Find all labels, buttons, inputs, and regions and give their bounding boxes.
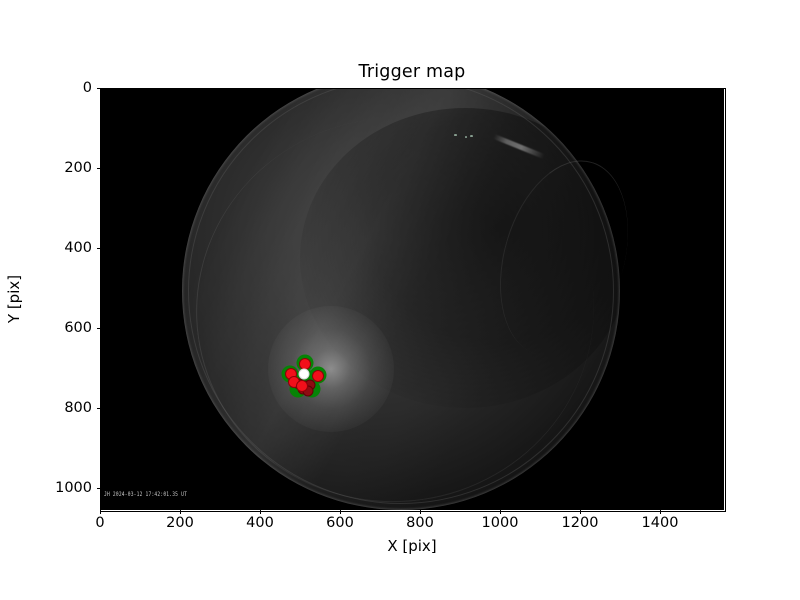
tick-y <box>96 408 100 409</box>
plot-image-area[interactable]: JH 2024-03-12 17:42:01.35 UT <box>100 88 724 510</box>
tick-x <box>580 510 581 514</box>
tick-label-y: 0 <box>82 80 92 96</box>
tick-label-y: 200 <box>64 160 92 176</box>
tick-label-y: 800 <box>64 400 92 416</box>
tick-y <box>96 168 100 169</box>
hot-pixel <box>470 135 473 137</box>
tick-y <box>96 488 100 489</box>
tick-label-x: 600 <box>326 515 354 531</box>
hot-pixel <box>454 134 457 136</box>
tick-label-x: 400 <box>246 515 274 531</box>
tick-x <box>340 510 341 514</box>
tick-label-y: 600 <box>64 320 92 336</box>
tick-label-y: 400 <box>64 240 92 256</box>
marker-trigger-bright <box>296 380 308 392</box>
dome-inner-arc <box>171 92 619 510</box>
dome-lens-shadow <box>300 108 630 408</box>
tick-y <box>96 88 100 89</box>
dome-brightness-sweep <box>182 88 620 510</box>
camera-dome <box>182 88 620 510</box>
dome-edge-arc <box>478 145 650 371</box>
tick-label-x: 1000 <box>481 515 519 531</box>
tick-x <box>660 510 661 514</box>
tick-y <box>96 328 100 329</box>
dome-rim <box>182 88 620 510</box>
dome-rim-inner <box>188 88 614 504</box>
x-axis-label: X [pix] <box>387 537 437 555</box>
tick-x <box>100 510 101 514</box>
hot-pixel <box>465 136 467 138</box>
tick-x <box>420 510 421 514</box>
tick-label-y: 1000 <box>55 480 92 496</box>
tick-label-x: 0 <box>95 515 105 531</box>
tick-x <box>260 510 261 514</box>
y-axis-label: Y [pix] <box>5 274 23 324</box>
marker-trigger-bright <box>312 370 324 382</box>
marker-centroid <box>298 368 310 380</box>
tick-label-x: 200 <box>166 515 194 531</box>
camera-timestamp-overlay: JH 2024-03-12 17:42:01.35 UT <box>104 492 188 499</box>
tick-label-x: 800 <box>406 515 434 531</box>
tick-label-x: 1400 <box>641 515 679 531</box>
dome-edge-streak <box>493 134 545 159</box>
tick-x <box>500 510 501 514</box>
tick-label-x: 1200 <box>561 515 599 531</box>
page-title: Trigger map <box>358 62 466 82</box>
tick-x <box>180 510 181 514</box>
tick-y <box>96 248 100 249</box>
